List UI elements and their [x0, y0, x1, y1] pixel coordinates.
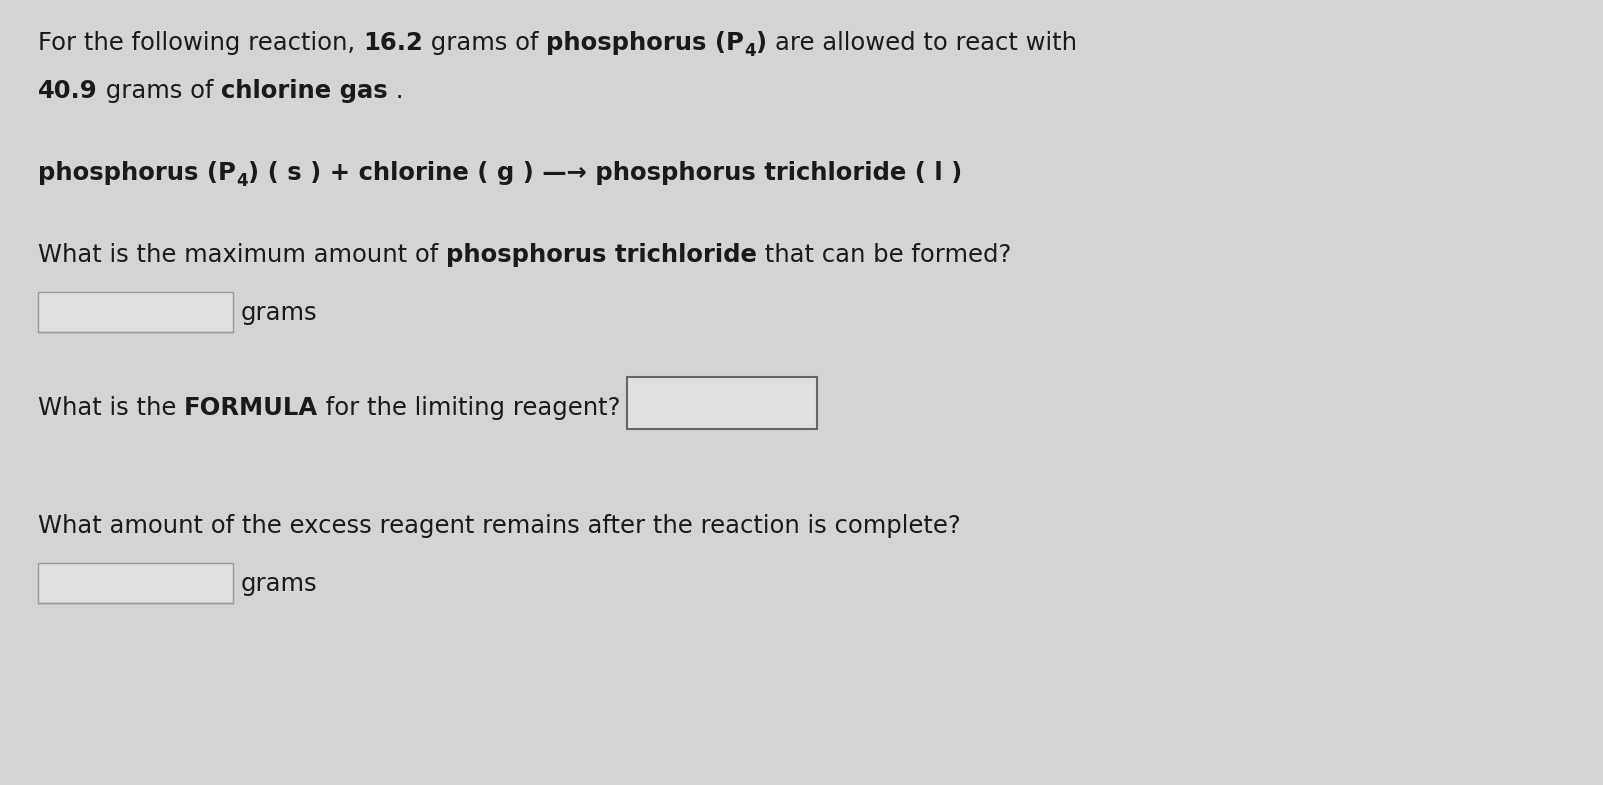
Text: phosphorus (P: phosphorus (P [547, 31, 744, 55]
Text: For the following reaction,: For the following reaction, [38, 31, 362, 55]
Text: 4: 4 [236, 172, 247, 190]
Text: phosphorus (P: phosphorus (P [38, 161, 236, 185]
Text: What amount of the excess reagent remains after the reaction is complete?: What amount of the excess reagent remain… [38, 514, 960, 538]
Text: grams: grams [240, 572, 317, 596]
Text: grams: grams [240, 301, 317, 325]
Text: chlorine gas: chlorine gas [221, 79, 388, 103]
Text: What is the: What is the [38, 396, 184, 420]
Text: grams of: grams of [423, 31, 547, 55]
Text: FORMULA: FORMULA [184, 396, 319, 420]
Text: ) ( s ) + chlorine ( g ) —→ phosphorus trichloride ( l ): ) ( s ) + chlorine ( g ) —→ phosphorus t… [247, 161, 962, 185]
Text: .: . [388, 79, 402, 103]
Text: ): ) [755, 31, 776, 55]
Bar [627, 377, 818, 429]
Text: that can be formed?: that can be formed? [757, 243, 1011, 267]
Text: grams of: grams of [98, 79, 221, 103]
Text: 40.9: 40.9 [38, 79, 98, 103]
Text: 4: 4 [744, 42, 755, 60]
Text: 16.2: 16.2 [362, 31, 423, 55]
Text: phosphorus trichloride: phosphorus trichloride [446, 243, 757, 267]
Bar [38, 563, 232, 603]
Text: are allowed to react with: are allowed to react with [776, 31, 1077, 55]
Bar [38, 292, 232, 332]
Text: for the limiting reagent?: for the limiting reagent? [319, 396, 620, 420]
Text: What is the maximum amount of: What is the maximum amount of [38, 243, 446, 267]
